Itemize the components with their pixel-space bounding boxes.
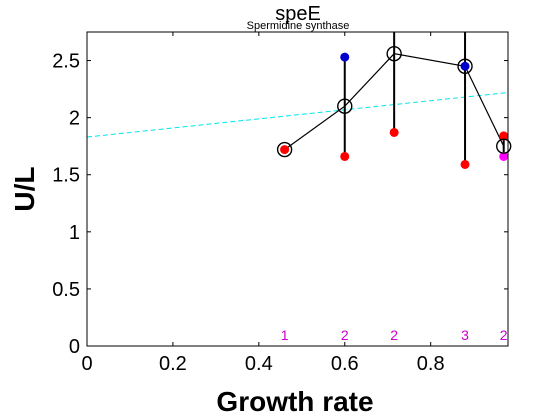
data-point-4-0 bbox=[499, 131, 509, 141]
count-label-1: 2 bbox=[341, 327, 349, 343]
mean-marker-2 bbox=[386, 45, 402, 62]
y-tick-label-1: 0.5 bbox=[52, 279, 80, 301]
x-tick-label-3: 0.6 bbox=[331, 353, 359, 375]
count-label-4: 2 bbox=[500, 327, 508, 343]
data-point-1-0 bbox=[340, 52, 350, 62]
plot-area: 1 2 2 3 2 bbox=[86, 32, 512, 343]
x-tick-label-1: 0.2 bbox=[159, 353, 187, 375]
mean-marker-0 bbox=[276, 141, 293, 158]
y-axis: 0 0.5 1 1.5 2 2.5 bbox=[52, 51, 508, 358]
mean-marker-3 bbox=[457, 58, 473, 74]
data-point-3-0 bbox=[460, 61, 470, 71]
trend-line bbox=[86, 92, 509, 138]
y-tick-label-5: 2.5 bbox=[52, 51, 80, 73]
y-tick-label-2: 1 bbox=[69, 222, 80, 244]
count-label-0: 1 bbox=[281, 327, 289, 343]
mean-marker-1 bbox=[337, 98, 353, 114]
y-tick-label-3: 1.5 bbox=[52, 165, 80, 187]
y-axis-title: U/L bbox=[9, 166, 40, 211]
x-tick-label-2: 0.4 bbox=[245, 353, 273, 375]
x-axis-title: Growth rate bbox=[216, 386, 373, 417]
y-tick-label-4: 2 bbox=[69, 108, 80, 130]
x-axis: 0 0.2 0.4 0.6 0.8 bbox=[81, 32, 445, 375]
x-tick-label-0: 0 bbox=[81, 353, 92, 375]
mean-marker-4 bbox=[496, 138, 512, 154]
data-point-2-0 bbox=[389, 127, 399, 137]
chart-title: speE bbox=[275, 3, 321, 25]
mean-line bbox=[284, 53, 505, 151]
data-point-0-0 bbox=[280, 145, 290, 155]
count-label-3: 3 bbox=[461, 327, 469, 343]
count-label-2: 2 bbox=[390, 327, 398, 343]
y-tick-label-0: 0 bbox=[69, 336, 80, 358]
data-point-3-1 bbox=[460, 159, 470, 169]
data-point-4-1 bbox=[499, 151, 509, 161]
x-tick-label-4: 0.8 bbox=[417, 353, 445, 375]
plot-frame bbox=[86, 31, 509, 347]
chart-subtitle: Spermidine synthase bbox=[247, 20, 350, 32]
data-point-1-1 bbox=[340, 151, 350, 161]
